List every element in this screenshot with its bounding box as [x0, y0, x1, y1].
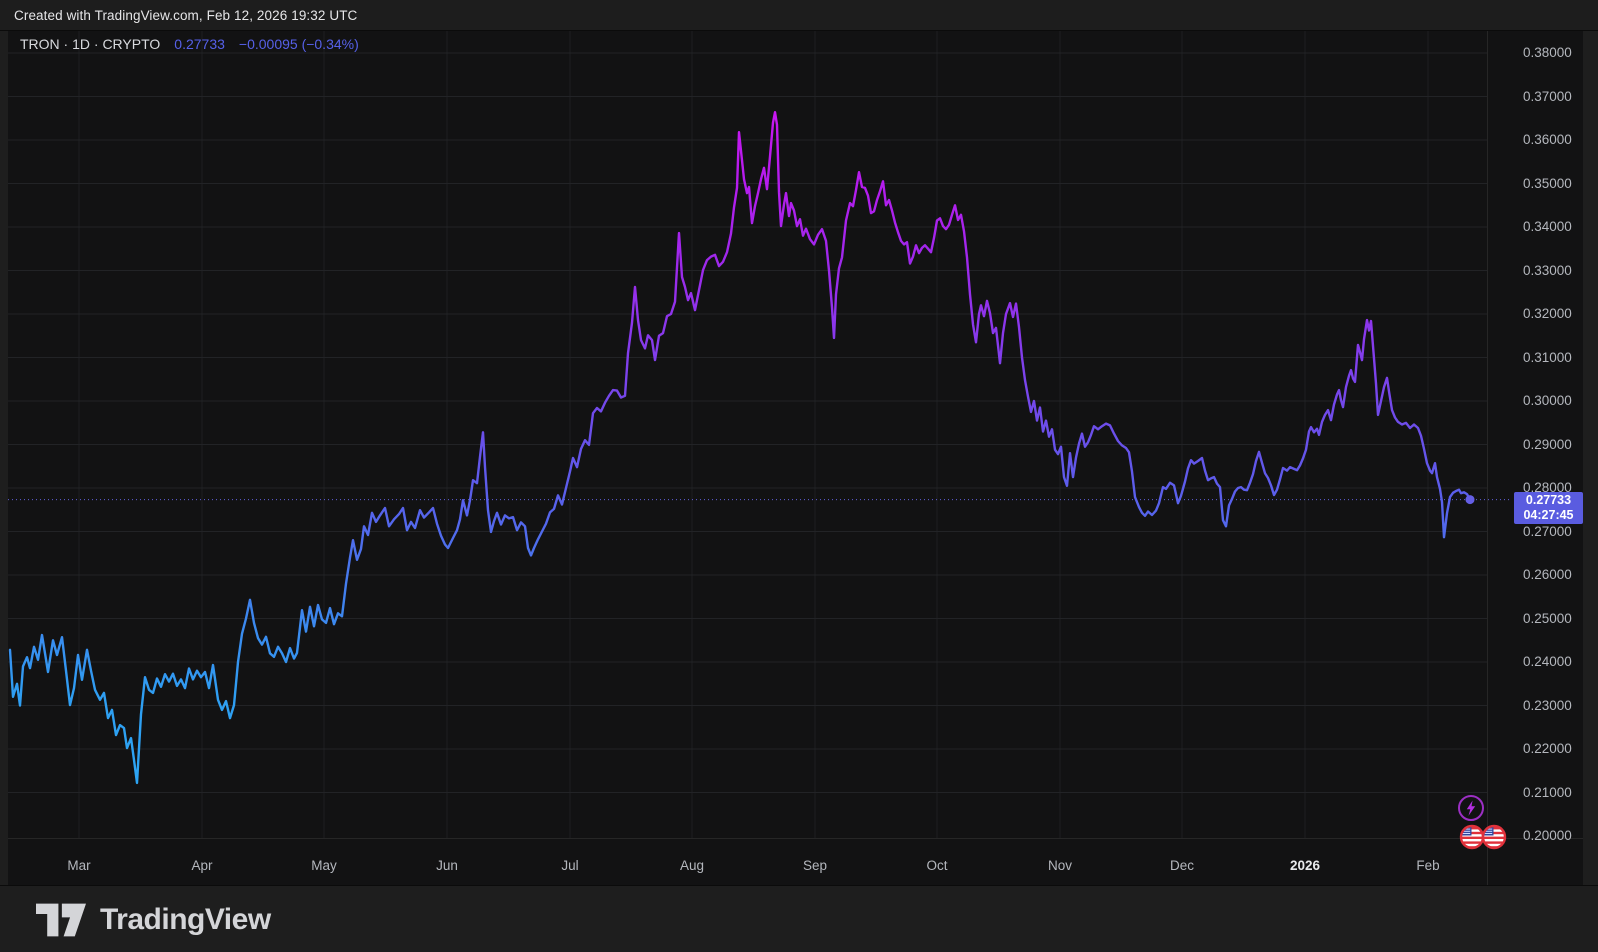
time-axis-label: Feb — [1416, 858, 1440, 873]
tradingview-logo-text: TradingView — [100, 902, 271, 936]
price-axis-label: 0.22000 — [1523, 741, 1572, 756]
price-axis-label: 0.29000 — [1523, 436, 1572, 452]
time-axis-label: Apr — [191, 858, 213, 873]
tradingview-logo[interactable]: TradingView — [36, 902, 271, 938]
footer-bar: TradingView — [0, 885, 1598, 952]
price-axis-label: 0.21000 — [1523, 784, 1572, 800]
current-price-value: 0.27733 — [1525, 493, 1572, 507]
symbol-legend[interactable]: TRON · 1D · CRYPTO 0.27733 −0.00095 (−0.… — [20, 36, 359, 52]
time-axis-label: May — [311, 858, 337, 873]
price-axis-label: 0.24000 — [1523, 654, 1572, 669]
price-axis-label: 0.32000 — [1523, 306, 1572, 321]
time-axis-label: Nov — [1047, 858, 1073, 873]
chart-canvas[interactable] — [8, 31, 1583, 885]
price-axis-label: 0.30000 — [1523, 393, 1572, 408]
price-axis-label: 0.35000 — [1523, 175, 1572, 191]
time-axis-label: Mar — [67, 858, 91, 873]
price-axis-label: 0.38000 — [1523, 45, 1572, 60]
time-axis-label: Aug — [679, 858, 705, 873]
time-axis-label: Jun — [436, 858, 458, 873]
price-axis-label: 0.33000 — [1523, 262, 1572, 278]
time-axis-label: Oct — [926, 858, 948, 873]
symbol-title: TRON · 1D · CRYPTO — [20, 36, 161, 52]
price-axis-label: 0.31000 — [1523, 349, 1572, 365]
price-axis-label: 0.25000 — [1523, 610, 1572, 626]
attribution-bar: Created with TradingView.com, Feb 12, 20… — [0, 0, 1598, 31]
price-axis-label: 0.27000 — [1523, 523, 1572, 539]
price-axis-label: 0.28000 — [1523, 480, 1572, 495]
price-axis-label: 0.34000 — [1523, 219, 1572, 234]
price-axis-label: 0.36000 — [1523, 132, 1572, 147]
current-price-badge: 0.27733 04:27:45 — [1514, 492, 1583, 524]
time-axis-label: Jul — [561, 858, 579, 873]
us-flag-icon[interactable] — [1481, 824, 1507, 850]
price-axis-label: 0.26000 — [1523, 567, 1572, 582]
attribution-text: Created with TradingView.com, Feb 12, 20… — [14, 7, 358, 23]
lightning-icon[interactable] — [1457, 794, 1485, 822]
price-axis-label: 0.37000 — [1523, 88, 1572, 104]
time-axis-label: 2026 — [1289, 858, 1321, 873]
legend-last-price: 0.27733 — [174, 36, 225, 52]
legend-change: −0.00095 (−0.34%) — [238, 36, 359, 52]
us-flag-icon[interactable] — [1459, 824, 1485, 850]
tradingview-logo-mark — [36, 903, 86, 936]
time-axis-label: Dec — [1169, 858, 1195, 873]
price-axis-label: 0.23000 — [1523, 697, 1572, 713]
time-axis-label: Sep — [802, 858, 828, 873]
price-axis-label: 0.20000 — [1523, 828, 1572, 843]
bar-countdown: 04:27:45 — [1523, 508, 1574, 522]
